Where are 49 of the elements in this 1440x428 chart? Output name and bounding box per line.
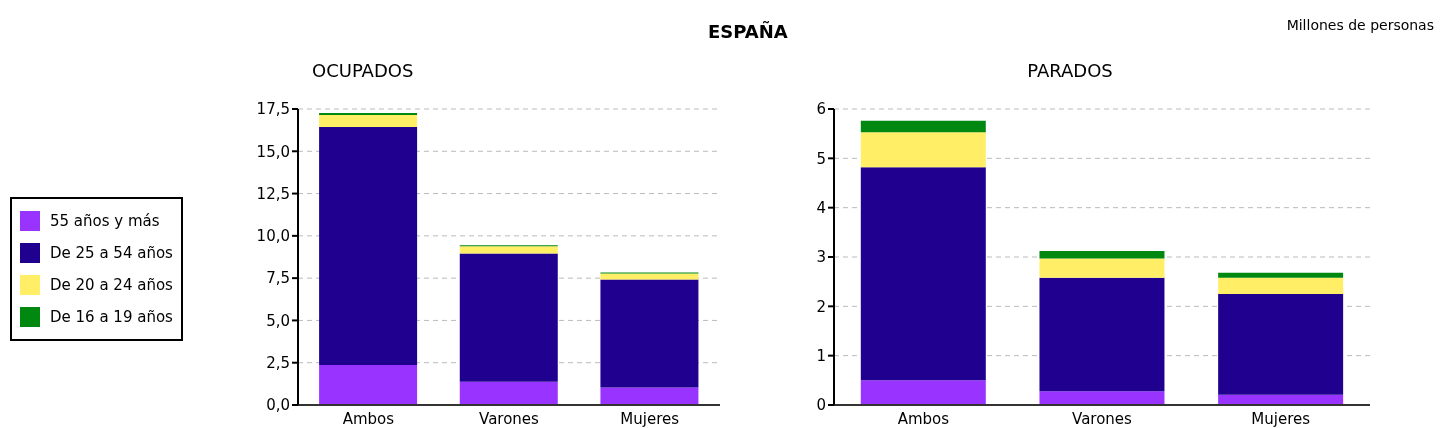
bar (860, 167, 986, 381)
bar (319, 113, 418, 116)
x-tick-label: Ambos (342, 409, 395, 428)
x-tick-label: Ambos (897, 409, 950, 428)
y-tick-label: 3 (816, 248, 826, 267)
y-tick-label: 2,5 (266, 354, 290, 373)
y-tick-label: 17,5 (256, 100, 290, 119)
bar (600, 387, 699, 405)
bar (1218, 294, 1344, 395)
y-tick-label: 0 (816, 396, 826, 415)
bar (1218, 277, 1344, 294)
y-tick-label: 5,0 (266, 311, 290, 330)
y-tick-label: 1 (816, 346, 826, 365)
bar (319, 364, 418, 405)
bar (860, 380, 986, 405)
bar (600, 279, 699, 388)
bar (319, 115, 418, 128)
legend-label: De 25 a 54 años (50, 244, 173, 262)
chart-title: PARADOS (1026, 60, 1114, 81)
legend-label: De 16 a 19 años (50, 308, 173, 326)
bar (459, 246, 558, 254)
y-tick-label: 7,5 (266, 269, 290, 288)
legend-label: De 20 a 24 años (50, 276, 173, 294)
bar (1039, 277, 1165, 392)
bar (1039, 258, 1165, 278)
y-tick-label: 10,0 (256, 227, 290, 246)
bar (1039, 391, 1165, 405)
y-tick-label: 2 (816, 297, 826, 316)
text: ESPAÑA (708, 21, 788, 42)
y-tick-label: 4 (816, 198, 826, 217)
y-tick-label: 5 (816, 149, 826, 168)
y-tick-label: 12,5 (256, 184, 290, 203)
x-tick-label: Varones (479, 409, 540, 428)
bar (319, 127, 418, 365)
bar (459, 253, 558, 382)
bar (860, 132, 986, 168)
text: Millones de personas (1286, 17, 1434, 33)
bar (1218, 272, 1344, 278)
bar (1039, 251, 1165, 259)
chart-title: OCUPADOS (312, 60, 414, 81)
x-tick-label: Mujeres (1251, 409, 1311, 428)
bar (860, 120, 986, 133)
y-tick-label: 15,0 (256, 142, 290, 161)
y-tick-label: 0,0 (266, 396, 290, 415)
x-tick-label: Varones (1072, 409, 1133, 428)
bar (459, 381, 558, 405)
x-tick-label: Mujeres (620, 409, 680, 428)
legend-label: 55 años y más (50, 212, 160, 230)
y-tick-label: 6 (816, 100, 826, 119)
